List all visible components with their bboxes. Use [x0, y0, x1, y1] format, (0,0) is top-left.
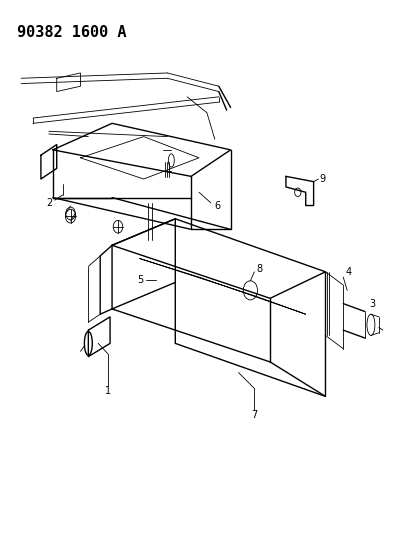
Text: 90382 1600 A: 90382 1600 A [17, 25, 127, 41]
Text: 9: 9 [320, 174, 326, 184]
Text: 3: 3 [369, 299, 375, 309]
Text: 1: 1 [105, 386, 111, 396]
Text: 2: 2 [47, 198, 53, 208]
Text: 5: 5 [137, 274, 144, 285]
Text: 6: 6 [215, 200, 221, 211]
Text: 8: 8 [256, 264, 262, 274]
Text: 4: 4 [345, 267, 351, 277]
Text: 7: 7 [251, 410, 258, 420]
